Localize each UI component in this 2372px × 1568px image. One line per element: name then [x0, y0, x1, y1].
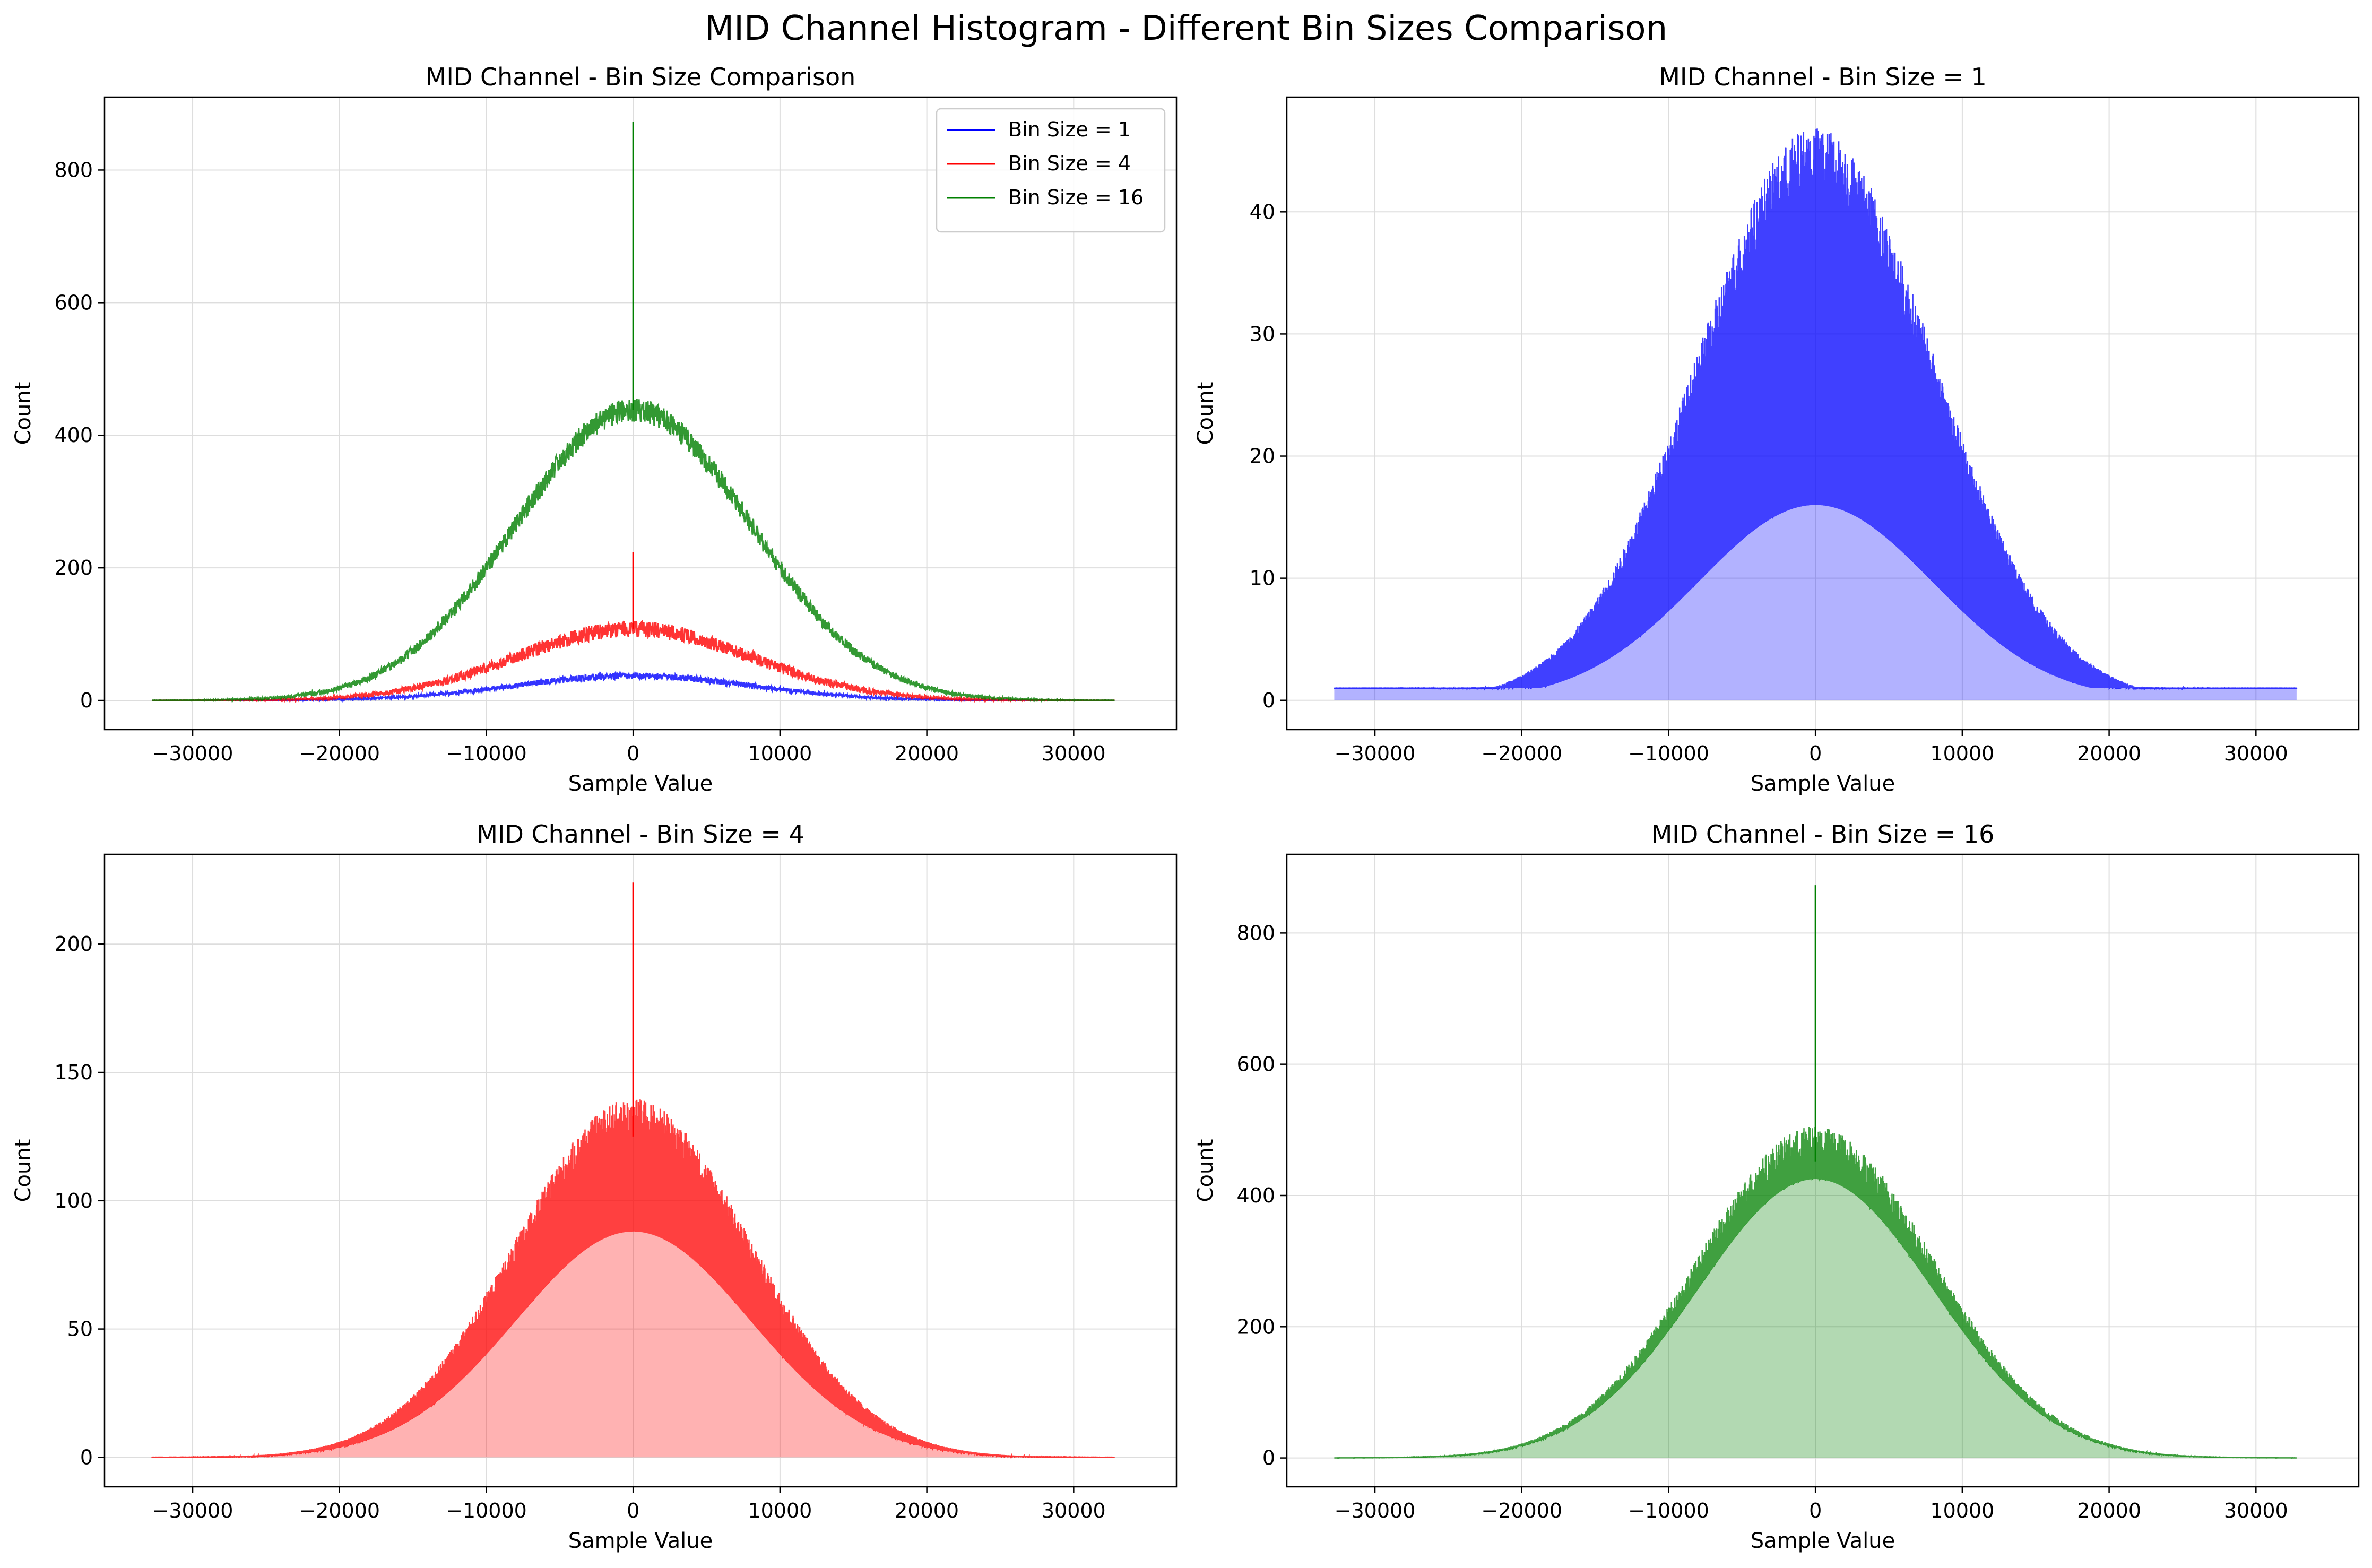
x-tick-label: 20000 [2077, 1499, 2141, 1522]
x-tick-label: 10000 [1930, 1499, 1994, 1522]
y-tick-label: 200 [1236, 1315, 1275, 1338]
y-tick-label: 150 [54, 1061, 93, 1084]
plot-area [151, 882, 1115, 1459]
area-fill [152, 1231, 1114, 1458]
y-tick-label: 30 [1250, 322, 1275, 345]
y-tick-label: 200 [54, 932, 93, 956]
x-tick-label: −20000 [299, 742, 380, 765]
chart-panel-3: −30000 −20000 −10000 0 10000 20000 30000 0 50 100… [11, 820, 1178, 1553]
x-tick-label: −30000 [1335, 1499, 1416, 1522]
x-tick-label: 30000 [1042, 1499, 1106, 1522]
x-tick-label: 20000 [895, 742, 959, 765]
x-tick-label: 10000 [748, 1499, 812, 1522]
y-tick-label: 100 [54, 1189, 93, 1212]
y-tick-label: 50 [67, 1318, 93, 1341]
axes-frame [103, 853, 1178, 1488]
x-tick-label: 30000 [2224, 742, 2288, 765]
x-tick-label: −30000 [152, 742, 233, 765]
legend-label: Bin Size = 1 [1008, 118, 1131, 141]
x-tick-label: −20000 [299, 1499, 380, 1522]
area-fill [1334, 505, 2297, 700]
axes-frame [1286, 853, 2360, 1488]
x-tick-label: 30000 [1042, 742, 1106, 765]
y-tick-label: 200 [54, 556, 93, 579]
x-tick-label: −30000 [152, 1499, 233, 1522]
x-tick-label: 20000 [895, 1499, 959, 1522]
y-tick-label: 40 [1250, 200, 1275, 223]
legend-label: Bin Size = 4 [1008, 152, 1131, 175]
y-tick-label: 600 [1236, 1053, 1275, 1076]
y-axis-label: Count [1193, 382, 1218, 445]
chart-panel-2: −30000 −20000 −10000 0 10000 20000 30000 0 10 20 3… [1193, 63, 2360, 796]
x-axis-label: Sample Value [1751, 772, 1895, 796]
x-tick-label: 0 [1809, 742, 1822, 765]
figure-suptitle: MID Channel Histogram - Different Bin Si… [705, 9, 1667, 48]
chart-title: MID Channel - Bin Size = 16 [1651, 820, 1995, 848]
y-tick-label: 0 [1262, 1446, 1275, 1470]
x-tick-label: 0 [1809, 1499, 1822, 1522]
chart-title: MID Channel - Bin Size = 1 [1659, 63, 1987, 91]
x-tick-label: −10000 [1628, 742, 1709, 765]
x-tick-label: −10000 [1628, 1499, 1709, 1522]
legend-box [936, 108, 1166, 233]
legend-label: Bin Size = 16 [1008, 186, 1144, 209]
y-tick-label: 20 [1250, 445, 1275, 468]
x-tick-label: 0 [627, 742, 639, 765]
y-tick-label: 800 [1236, 921, 1275, 945]
y-tick-label: 800 [54, 158, 93, 181]
y-tick-label: 10 [1250, 567, 1275, 590]
chart-panels: −30000 −20000 −10000 0 10000 20000 30000020040… [11, 63, 2360, 1553]
y-tick-label: 400 [54, 423, 93, 447]
y-tick-label: 0 [1262, 689, 1275, 712]
y-axis-label: Count [1193, 1139, 1218, 1202]
x-tick-label: −10000 [446, 1499, 527, 1522]
chart-panel-1: −30000 −20000 −10000 0 10000 20000 30000 0 200 40… [11, 63, 1178, 796]
chart-panel-4: −30000 −20000 −10000 0 10000 20000 30000 0 200 40… [1193, 820, 2360, 1553]
plot-area [151, 122, 1115, 704]
plot-area [1334, 128, 2298, 700]
x-axis-label: Sample Value [1751, 1529, 1895, 1553]
chart-title: MID Channel - Bin Size Comparison [426, 63, 856, 91]
x-tick-label: 0 [627, 1499, 639, 1522]
x-tick-label: 10000 [1930, 742, 1994, 765]
x-tick-label: −10000 [446, 742, 527, 765]
x-tick-label: −20000 [1481, 1499, 1562, 1522]
axes-frame [103, 96, 1178, 731]
x-axis-label: Sample Value [568, 772, 713, 796]
legend: Bin Size = 1 Bin Size = 4 Bin Size = 16 [936, 108, 1166, 233]
x-tick-label: −20000 [1481, 742, 1562, 765]
y-tick-label: 0 [80, 689, 93, 712]
y-axis-label: Count [11, 1139, 36, 1202]
x-tick-label: 30000 [2224, 1499, 2288, 1522]
chart-title: MID Channel - Bin Size = 4 [477, 820, 804, 848]
y-tick-label: 400 [1236, 1184, 1275, 1207]
x-tick-label: −30000 [1335, 742, 1416, 765]
y-axis-label: Count [11, 382, 36, 445]
x-axis-label: Sample Value [568, 1529, 713, 1553]
plot-area [1334, 885, 2297, 1459]
axes-frame [1286, 96, 2360, 731]
area-fill [1334, 1179, 2297, 1458]
x-tick-label: 20000 [2077, 742, 2141, 765]
y-tick-label: 600 [54, 291, 93, 314]
series-line [1334, 128, 2298, 691]
x-tick-label: 10000 [748, 742, 812, 765]
y-tick-label: 0 [80, 1445, 93, 1469]
